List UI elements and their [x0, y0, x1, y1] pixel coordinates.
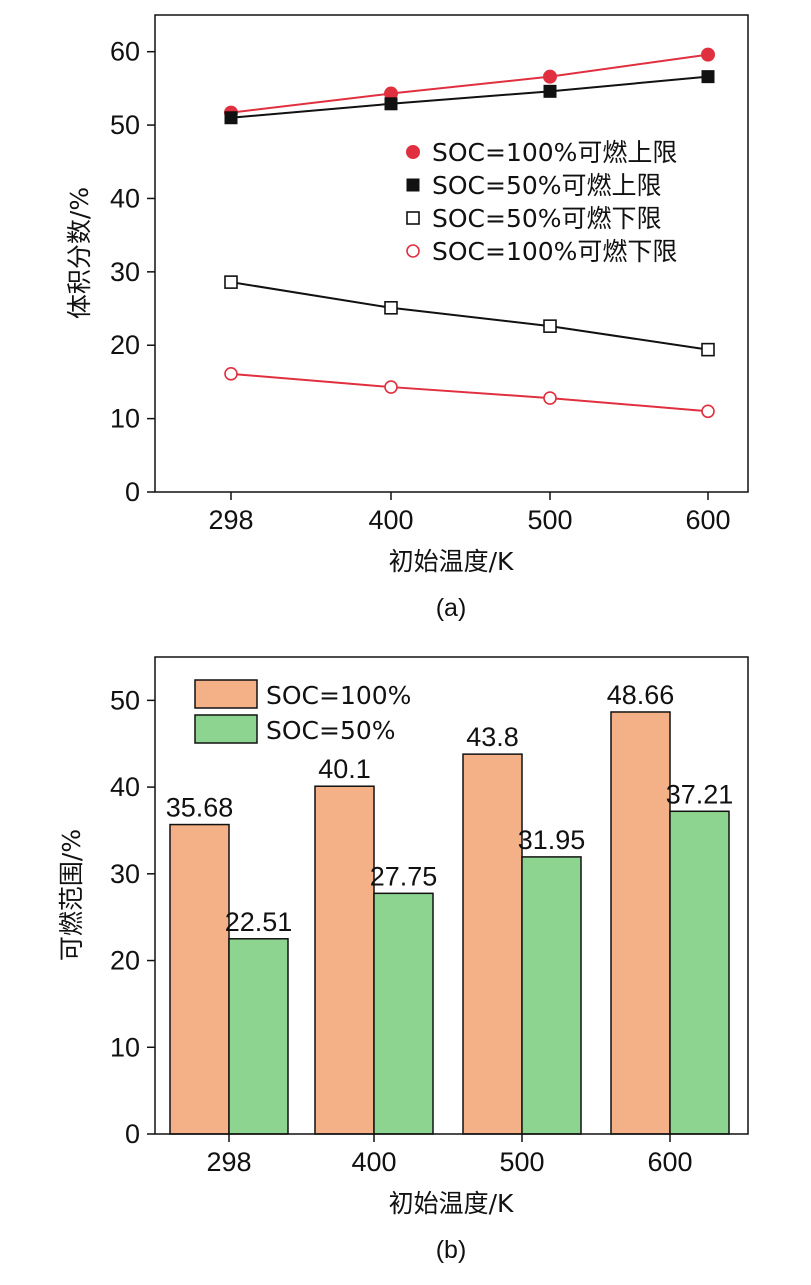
chart-a-data-point	[224, 111, 238, 125]
chart-a-y-tick-label: 10	[110, 404, 140, 434]
chart-a-legend-marker	[406, 211, 420, 225]
chart-b-y-tick-label: 40	[110, 772, 140, 802]
chart-a-y-tick-label: 0	[125, 477, 140, 507]
chart-b-data-label: 22.51	[225, 907, 293, 937]
chart-a-data-point	[701, 47, 715, 62]
chart-a-y-axis-title: 体积分数/%	[65, 187, 94, 319]
chart-a-series-line	[230, 281, 709, 351]
chart-a-data-point	[224, 275, 238, 289]
chart-a-legend-label: SOC=50%可燃上限	[432, 171, 662, 200]
chart-a-y-tick-label: 30	[110, 257, 140, 287]
chart-a-y-tick-label: 60	[110, 37, 140, 67]
chart-b-data-label: 31.95	[518, 825, 586, 855]
chart-b-y-axis: 0 10 20 30 40 50	[110, 685, 155, 1149]
chart-a-data-point	[701, 404, 715, 419]
chart-b-data-label: 37.21	[666, 779, 734, 809]
chart-b-x-axis-title: 初始温度/K	[389, 1189, 514, 1218]
chart-a-series-line	[230, 53, 709, 114]
chart-b-data-label: 48.66	[607, 680, 675, 710]
chart-b-y-tick-label: 50	[110, 685, 140, 715]
chart-b-bar	[169, 823, 230, 1135]
chart-a-x-axis-title: 初始温度/K	[389, 547, 514, 576]
chart-b-bar	[669, 810, 730, 1135]
chart-a-x-axis: 298 400 500 600	[208, 492, 731, 535]
chart-a-x-tick-label: 500	[527, 505, 572, 535]
chart-b-bar	[610, 711, 671, 1135]
chart-b-data-label: 40.1	[318, 754, 371, 784]
chart-a-data-point	[543, 69, 557, 84]
chart-b-plot-frame	[154, 656, 749, 1135]
chart-b-y-axis-title: 可燃范围/%	[57, 829, 86, 961]
chart-a-x-tick-label: 600	[685, 505, 730, 535]
chart-a-y-tick-label: 50	[110, 110, 140, 140]
chart-a-data-point	[701, 342, 715, 357]
chart-b-bar	[228, 938, 289, 1135]
chart-a-legend-marker	[406, 244, 420, 258]
chart-a-y-tick-label: 40	[110, 183, 140, 213]
chart-a-legend-marker	[406, 178, 420, 192]
chart-b-legend-label: SOC=100%	[266, 681, 411, 710]
chart-a-y-tick-label: 20	[110, 330, 140, 360]
chart-a-series-group	[224, 47, 715, 419]
chart-a-data-point	[384, 301, 398, 315]
chart-b-bar	[373, 892, 434, 1135]
chart-b-y-tick-label: 20	[110, 946, 140, 976]
chart-b-x-axis: 298 400 500 600	[206, 1134, 693, 1177]
chart-a-plot-frame	[154, 14, 749, 493]
chart-a-data-point	[701, 70, 715, 84]
chart-a-legend-marker	[406, 145, 420, 159]
chart-a-x-tick-label: 400	[368, 505, 413, 535]
chart-a-caption: (a)	[436, 594, 467, 622]
chart-a-legend-label: SOC=100%可燃下限	[432, 237, 677, 266]
chart-b-x-tick-label: 400	[351, 1147, 396, 1177]
chart-b: 35.68 40.1 43.8 48.66 22.51 27.75 31.95 37.21 0…	[57, 656, 749, 1264]
chart-b-legend: SOC=100% SOC=50%	[194, 679, 411, 745]
chart-b-x-tick-label: 600	[647, 1147, 692, 1177]
chart-a-series-line	[230, 75, 709, 119]
chart-b-bar	[521, 856, 582, 1135]
chart-a-data-point	[224, 367, 238, 381]
chart-a-legend-label: SOC=50%可燃下限	[432, 204, 662, 233]
chart-b-y-tick-label: 30	[110, 859, 140, 889]
chart-a-y-axis: 0 10 20 30 40 50 60	[110, 37, 155, 507]
chart-a-data-point	[384, 380, 398, 394]
chart-a-series-line	[230, 372, 709, 413]
chart-b-y-tick-label: 0	[125, 1119, 140, 1149]
chart-a-data-point	[543, 391, 557, 405]
chart-b-bars-group: 35.68 40.1 43.8 48.66 22.51 27.75 31.95 37.21	[166, 680, 734, 1135]
chart-b-legend-label: SOC=50%	[266, 716, 396, 745]
chart-b-data-label: 43.8	[466, 722, 519, 752]
chart-b-data-label: 35.68	[166, 793, 234, 823]
chart-b-y-tick-label: 10	[110, 1032, 140, 1062]
chart-a-legend-label: SOC=100%可燃上限	[432, 138, 677, 167]
chart-b-legend-swatch	[194, 714, 258, 744]
chart-b-bar	[314, 785, 375, 1135]
chart-b-x-tick-label: 298	[206, 1147, 251, 1177]
chart-a-x-tick-label: 298	[208, 505, 253, 535]
chart-b-data-label: 27.75	[370, 861, 438, 891]
chart-b-caption: (b)	[436, 1236, 467, 1264]
chart-b-legend-swatch	[194, 679, 258, 709]
chart-a-data-point	[543, 319, 557, 333]
chart-a-data-point	[384, 97, 398, 111]
chart-a-data-point	[543, 84, 557, 98]
chart-a-legend: SOC=100%可燃上限 SOC=50%可燃上限 SOC=50%可燃下限 SOC=10…	[406, 138, 677, 266]
chart-b-bar	[462, 753, 523, 1135]
chart-b-x-tick-label: 500	[499, 1147, 544, 1177]
